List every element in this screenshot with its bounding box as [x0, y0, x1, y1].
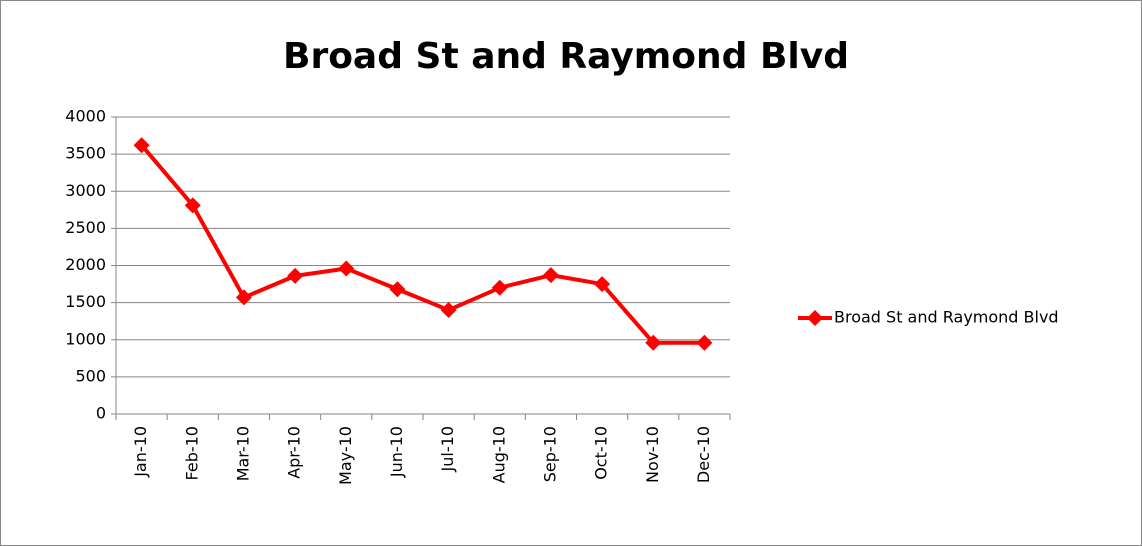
- y-tick-label: 3000: [65, 181, 106, 200]
- y-tick-label: 4000: [65, 107, 106, 126]
- x-tick-label: Aug-10: [489, 426, 508, 483]
- marker: [440, 302, 457, 319]
- x-tick-label: Dec-10: [694, 426, 713, 483]
- line: [140, 143, 705, 345]
- marker: [491, 279, 508, 296]
- x-tick-label: Apr-10: [285, 426, 304, 479]
- marker: [338, 260, 355, 277]
- y-tick-label: 1500: [65, 292, 106, 311]
- x-tick-label: Oct-10: [592, 426, 611, 480]
- marker: [184, 197, 201, 214]
- y-tick-label: 0: [96, 404, 106, 423]
- marker: [594, 276, 611, 293]
- x-tick-label: Nov-10: [643, 426, 662, 483]
- marker: [133, 137, 150, 154]
- marker: [389, 281, 406, 298]
- marker: [542, 267, 559, 284]
- marker: [696, 334, 713, 351]
- y-tick-label: 3500: [65, 144, 106, 163]
- y-tick-label: 500: [75, 366, 106, 385]
- x-tick-label: Feb-10: [182, 426, 201, 480]
- legend-label: Broad St and Raymond Blvd: [834, 308, 1059, 327]
- x-tick-label: Mar-10: [233, 426, 252, 481]
- chart-title: Broad St and Raymond Blvd: [283, 36, 849, 77]
- marker: [235, 289, 252, 306]
- marker: [287, 267, 304, 284]
- x-tick-label: Jan-10: [131, 426, 150, 478]
- x-tick-label: Sep-10: [540, 426, 559, 482]
- y-tick-label: 1000: [65, 329, 106, 348]
- y-tick-label: 2500: [65, 218, 106, 237]
- y-tick-label: 2000: [65, 255, 106, 274]
- legend-marker: [807, 310, 823, 326]
- x-tick-label: Jun-10: [387, 426, 406, 478]
- x-tick-label: May-10: [336, 426, 355, 485]
- x-tick-label: Jul-10: [438, 426, 457, 472]
- marker: [645, 334, 662, 351]
